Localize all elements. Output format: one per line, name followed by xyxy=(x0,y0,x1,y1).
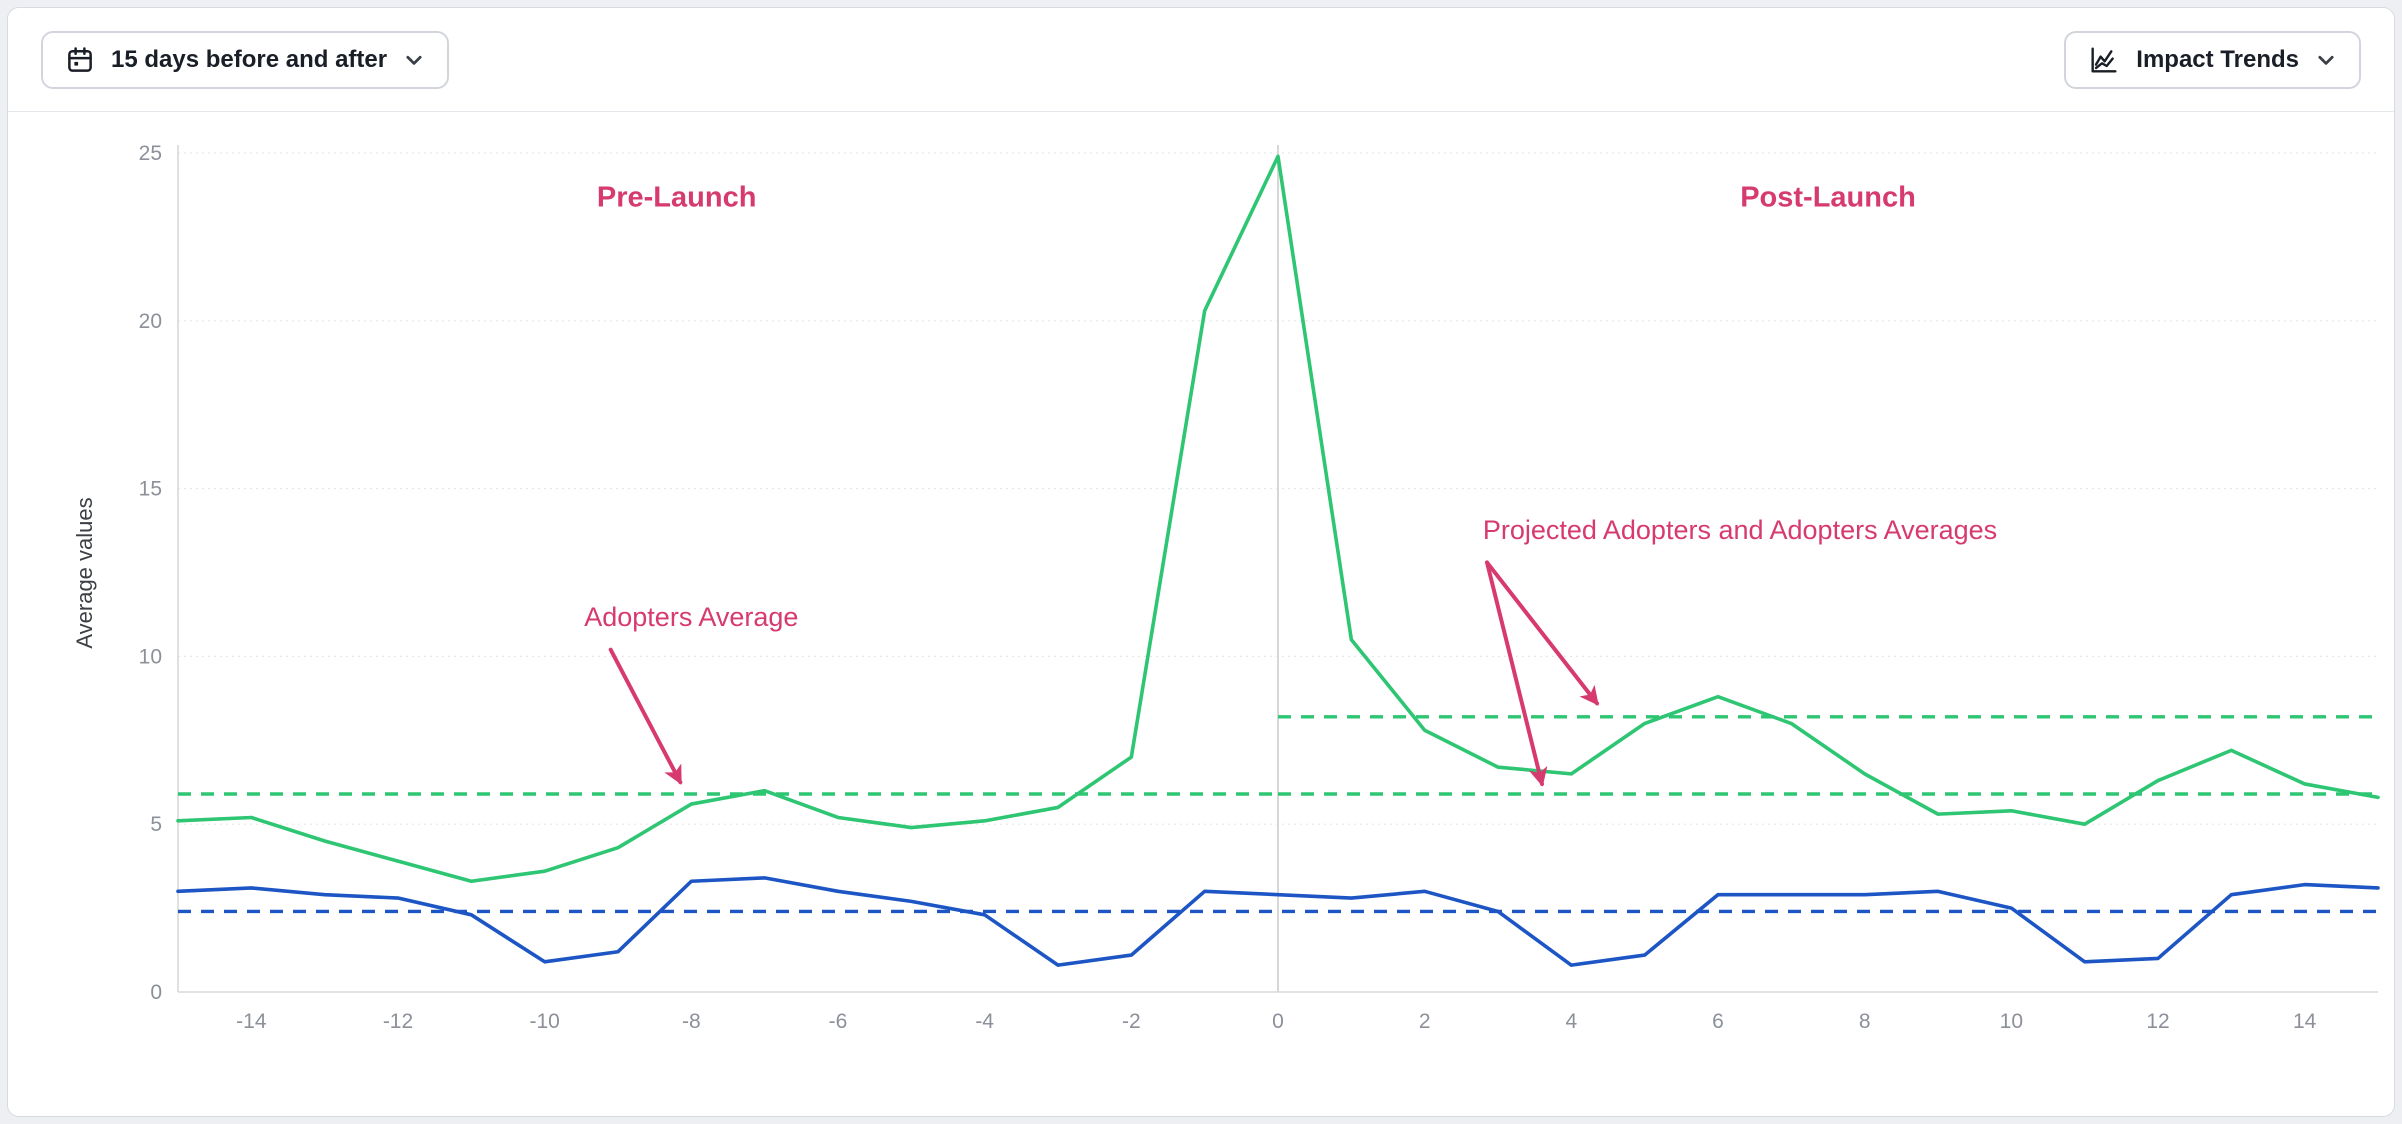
x-tick-label: 2 xyxy=(1419,1010,1431,1033)
annotation-arrow xyxy=(608,647,683,785)
chart-svg: -14 -12 -10 -8 -6 -4 -2 0 2 4 6 8 10 12 14 0 5 10 15 20 25 Pr… xyxy=(139,142,2380,1033)
x-tick-label: -2 xyxy=(1122,1010,1141,1033)
x-tick-label: -10 xyxy=(529,1010,559,1033)
line-chart-icon xyxy=(2088,44,2120,76)
annotation-arrow xyxy=(1485,560,1599,706)
projected-averages-annotation: Projected Adopters and Adopters Averages xyxy=(1483,515,1997,545)
adopters-average-annotation: Adopters Average xyxy=(584,602,798,632)
impact-trends-dropdown[interactable]: Impact Trends xyxy=(2064,30,2361,89)
x-tick-label: 10 xyxy=(2000,1010,2023,1033)
impact-trends-label: Impact Trends xyxy=(2136,45,2299,73)
calendar-icon xyxy=(65,45,95,75)
x-tick-label: -14 xyxy=(236,1010,267,1033)
y-axis-label: Average values xyxy=(72,497,97,649)
pre-launch-label: Pre-Launch xyxy=(597,182,757,214)
y-tick-label: 15 xyxy=(139,478,162,501)
chevron-down-icon xyxy=(2315,49,2337,71)
series-line-adopters xyxy=(176,154,2380,884)
x-tick-label: -6 xyxy=(829,1010,848,1033)
chevron-down-icon xyxy=(403,49,425,71)
toolbar: 15 days before and after Impact Trends xyxy=(8,8,2394,112)
x-tick-label: 12 xyxy=(2146,1010,2169,1033)
x-tick-label: 14 xyxy=(2293,1010,2317,1033)
x-tick-label: 8 xyxy=(1859,1010,1871,1033)
annotation-arrow xyxy=(1485,560,1548,787)
x-tick-label: 6 xyxy=(1712,1010,1724,1033)
impact-chart: Average values -14 -12 -10 -8 -6 -4 -2 0 2 4 6 8 10 1… xyxy=(8,113,2394,1116)
post-launch-label: Post-Launch xyxy=(1740,182,1916,214)
y-tick-label: 0 xyxy=(150,981,162,1004)
y-tick-label: 5 xyxy=(150,813,162,836)
x-tick-label: -8 xyxy=(682,1010,701,1033)
date-range-dropdown[interactable]: 15 days before and after xyxy=(41,30,450,89)
impact-analysis-panel: 15 days before and after Impact Trends xyxy=(7,7,2395,1117)
x-tick-label: -4 xyxy=(975,1010,994,1033)
y-tick-label: 25 xyxy=(139,142,162,165)
y-tick-label: 10 xyxy=(139,645,162,668)
series-line-non-adopters xyxy=(176,876,2380,967)
x-tick-label: 0 xyxy=(1272,1010,1284,1033)
x-tick-label: 4 xyxy=(1565,1010,1577,1033)
y-tick-label: 20 xyxy=(139,310,162,333)
date-range-label: 15 days before and after xyxy=(111,45,388,73)
x-tick-label: -12 xyxy=(383,1010,413,1033)
